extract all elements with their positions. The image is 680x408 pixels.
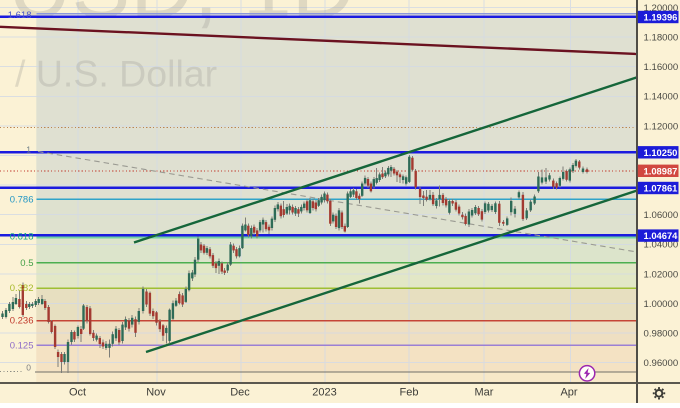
- svg-text:1.18000: 1.18000: [644, 33, 679, 44]
- svg-text:0.5: 0.5: [20, 258, 33, 269]
- svg-text:1.12000: 1.12000: [644, 121, 679, 132]
- svg-text:0.98000: 0.98000: [644, 329, 679, 340]
- svg-text:1: 1: [26, 145, 31, 155]
- svg-text:0.618: 0.618: [10, 232, 34, 243]
- svg-text:1.04000: 1.04000: [644, 240, 679, 251]
- svg-text:Mar: Mar: [475, 387, 494, 399]
- svg-text:1.04674: 1.04674: [644, 230, 679, 241]
- svg-text:1.02000: 1.02000: [644, 269, 679, 280]
- svg-text:0.786: 0.786: [10, 195, 34, 206]
- svg-text:Oct: Oct: [69, 387, 86, 399]
- svg-text:1.19396: 1.19396: [644, 12, 678, 23]
- svg-text:1.20000: 1.20000: [644, 3, 679, 14]
- svg-text:1.07861: 1.07861: [644, 183, 678, 194]
- svg-text:1.00000: 1.00000: [644, 299, 679, 310]
- svg-text:1.08987: 1.08987: [644, 165, 678, 176]
- svg-text:Apr: Apr: [560, 387, 577, 399]
- svg-text:1.06000: 1.06000: [644, 210, 679, 221]
- svg-text:1.16000: 1.16000: [644, 62, 679, 73]
- svg-text:Nov: Nov: [146, 387, 166, 399]
- svg-text:0.96000: 0.96000: [644, 358, 679, 369]
- svg-text:0.125: 0.125: [10, 340, 34, 351]
- svg-text:0.236: 0.236: [10, 316, 34, 327]
- svg-text:0: 0: [26, 363, 31, 373]
- svg-text:/ U.S. Dollar: / U.S. Dollar: [15, 53, 217, 95]
- svg-text:0.382: 0.382: [10, 283, 34, 294]
- svg-text:1.14000: 1.14000: [644, 92, 679, 103]
- svg-text:Feb: Feb: [400, 387, 419, 399]
- svg-text:2023: 2023: [312, 387, 336, 399]
- svg-text:USD, 1D: USD, 1D: [8, 0, 355, 36]
- svg-text:1.10250: 1.10250: [644, 147, 678, 158]
- svg-text:1.618: 1.618: [8, 10, 32, 21]
- svg-text:Dec: Dec: [230, 387, 250, 399]
